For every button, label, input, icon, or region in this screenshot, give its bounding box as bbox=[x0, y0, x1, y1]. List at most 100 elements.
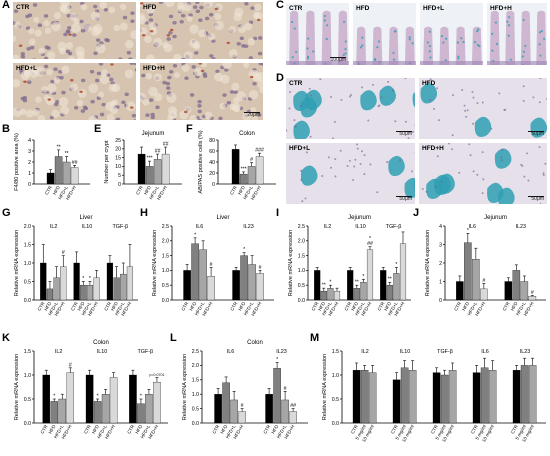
bar bbox=[528, 365, 537, 424]
significance-mark: * bbox=[369, 236, 371, 242]
chart-title: Liver bbox=[79, 215, 92, 221]
y-tick-label: 1.0 bbox=[24, 373, 31, 379]
bar bbox=[42, 374, 51, 424]
x-tick-label: CTR bbox=[83, 423, 92, 434]
bar bbox=[400, 367, 409, 424]
x-tick-label: CTR bbox=[229, 184, 238, 195]
y-axis-label: Number per crypt bbox=[104, 140, 110, 184]
panel-letter-m: M bbox=[310, 332, 320, 344]
group-label: IL23 bbox=[520, 349, 531, 355]
bar bbox=[222, 382, 230, 424]
y-tick-label: 0.5 bbox=[298, 283, 305, 289]
x-tick-label: HFD+L bbox=[114, 301, 126, 317]
bar bbox=[456, 281, 464, 301]
tissue-texture bbox=[13, 63, 136, 120]
bar bbox=[58, 398, 67, 424]
panel-letter-h: H bbox=[140, 207, 148, 219]
bar bbox=[255, 156, 264, 185]
tissue-texture bbox=[286, 143, 415, 204]
bar bbox=[53, 277, 60, 301]
x-tick-label: HFD bbox=[219, 423, 228, 434]
y-axis-label: F4/80 positive area (%) bbox=[14, 133, 20, 191]
x-tick-label: HFD+L bbox=[148, 185, 160, 201]
y-tick-label: 0 bbox=[439, 298, 442, 304]
bar bbox=[60, 266, 67, 301]
y-tick-label: 1.0 bbox=[332, 373, 339, 379]
y-tick-label: 2.5 bbox=[162, 224, 169, 230]
tissue-texture bbox=[140, 2, 263, 59]
chart-m: 0.0 0.5 1.0 1.5 Relative mRNA expression IL2 C… bbox=[322, 349, 546, 443]
x-tick-label: HFD bbox=[77, 300, 86, 311]
chart-l: 0.0 0.5 1.0 1.5 2.0 2.5 Relative mRNA expressi… bbox=[182, 340, 308, 440]
significance-mark: ## bbox=[367, 241, 373, 247]
bar bbox=[145, 166, 154, 185]
significance-mark: # bbox=[531, 290, 534, 296]
x-tick-label: CTR bbox=[37, 300, 46, 311]
chart-title: Jejunum bbox=[348, 215, 371, 221]
y-tick-label: 2.0 bbox=[24, 224, 31, 230]
group-label: IL23 bbox=[276, 349, 287, 355]
bar bbox=[520, 365, 529, 424]
x-tick-label: HFD bbox=[350, 300, 359, 311]
scale-bar bbox=[330, 56, 346, 58]
jejunum-histology-tile: CTR 100μm bbox=[285, 2, 350, 66]
scale-bar bbox=[396, 130, 412, 132]
x-tick-label: CTR bbox=[262, 423, 271, 434]
significance-mark: * bbox=[194, 232, 196, 238]
panel-letter-a: A bbox=[2, 0, 10, 11]
liver-ihc-tile: CTR bbox=[12, 1, 137, 60]
group-label: IL2 bbox=[361, 349, 369, 355]
y-tick-label: 1.0 bbox=[162, 268, 169, 274]
bar bbox=[40, 262, 47, 301]
bar bbox=[232, 270, 240, 301]
tissue-texture bbox=[140, 63, 263, 120]
y-tick-label: 1.0 bbox=[24, 261, 31, 267]
y-tick-label: 10 bbox=[115, 164, 121, 170]
liver-ihc-tile: HFD+H 20μm bbox=[139, 62, 264, 121]
y-tick-label: 1.0 bbox=[298, 268, 305, 274]
image-label: HFD+L bbox=[16, 65, 38, 72]
group-label: IL6 bbox=[469, 224, 477, 230]
colon-abpas-tile: HFD+H 50μm bbox=[418, 142, 548, 205]
chart-j: 0 1 2 3 4 Relative mRNA expression Jejunum IL6 C… bbox=[425, 215, 546, 317]
x-tick-label: HFD bbox=[237, 184, 246, 195]
y-axis-label: AB/PAS positive cells (%) bbox=[198, 130, 204, 193]
significance-mark: ** bbox=[322, 283, 326, 289]
group-label: IL6 bbox=[196, 224, 204, 230]
bar bbox=[488, 370, 497, 424]
x-tick-label: CTR bbox=[350, 423, 359, 434]
y-tick-label: 4 bbox=[28, 138, 31, 144]
bar bbox=[432, 372, 441, 424]
scale-label: 20μm bbox=[247, 112, 260, 118]
y-axis-label: Relative mRNA expression bbox=[14, 230, 20, 297]
bar bbox=[240, 255, 248, 301]
bar bbox=[238, 411, 246, 424]
x-tick-label: HFD bbox=[237, 300, 246, 311]
panel-letter-l: L bbox=[170, 332, 177, 344]
x-tick-label: HFD+L bbox=[515, 301, 527, 317]
chart-e: 0 5 10 15 20 25 Number per crypt Jejunum CTR *** H… bbox=[104, 131, 182, 201]
group-label: TGF-β bbox=[437, 349, 453, 355]
image-label: CTR bbox=[289, 80, 303, 87]
bar bbox=[360, 370, 369, 424]
image-label: HFD bbox=[143, 4, 157, 11]
significance-mark: *** bbox=[147, 156, 153, 162]
chart-title: Jejunum bbox=[484, 215, 507, 221]
bar bbox=[399, 243, 407, 301]
bar bbox=[207, 276, 215, 301]
significance-mark: ## bbox=[290, 403, 296, 409]
x-tick-label: HFD bbox=[143, 184, 152, 195]
image-label: HFD bbox=[422, 80, 436, 87]
jejunum-histology-tile: HFD+H bbox=[486, 2, 548, 66]
y-tick-label: 1 bbox=[28, 171, 31, 177]
y-axis-label: Relative mRNA expression bbox=[322, 354, 328, 421]
bar bbox=[101, 394, 110, 424]
y-tick-label: 0 bbox=[28, 182, 31, 188]
liver-ihc-tile: HFD+L bbox=[12, 62, 137, 121]
bar bbox=[126, 266, 134, 301]
bar bbox=[93, 401, 102, 424]
significance-mark: * bbox=[362, 274, 364, 280]
x-tick-label: HFD+L bbox=[467, 301, 479, 317]
x-tick-label: CTR bbox=[211, 423, 220, 434]
chart-h: 0.0 0.5 1.0 1.5 2.0 2.5 Relative mRNA expressi… bbox=[152, 215, 274, 317]
